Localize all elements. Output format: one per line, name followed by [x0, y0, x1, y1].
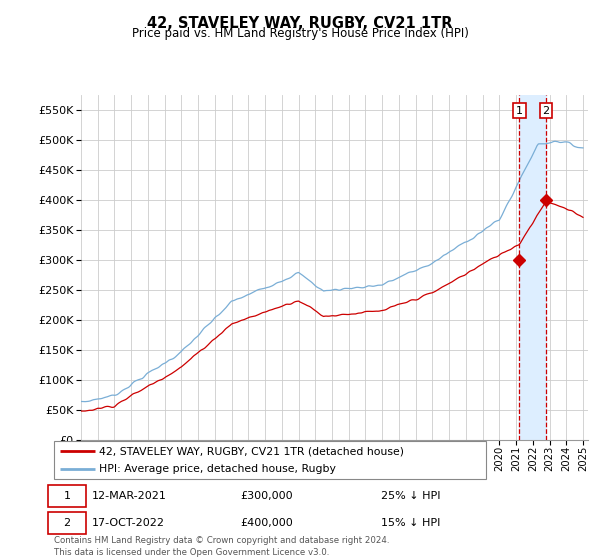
Text: £400,000: £400,000 — [241, 518, 293, 528]
Text: 2: 2 — [64, 518, 71, 528]
Text: 42, STAVELEY WAY, RUGBY, CV21 1TR (detached house): 42, STAVELEY WAY, RUGBY, CV21 1TR (detac… — [100, 446, 404, 456]
FancyBboxPatch shape — [48, 512, 86, 534]
Text: 1: 1 — [516, 106, 523, 116]
Text: 2: 2 — [542, 106, 550, 116]
Text: 15% ↓ HPI: 15% ↓ HPI — [380, 518, 440, 528]
Text: £300,000: £300,000 — [241, 491, 293, 501]
FancyBboxPatch shape — [48, 485, 86, 507]
Text: 12-MAR-2021: 12-MAR-2021 — [92, 491, 167, 501]
Text: 17-OCT-2022: 17-OCT-2022 — [92, 518, 165, 528]
Bar — [519, 95, 546, 440]
Text: 25% ↓ HPI: 25% ↓ HPI — [380, 491, 440, 501]
Text: 1: 1 — [64, 491, 71, 501]
Text: Price paid vs. HM Land Registry's House Price Index (HPI): Price paid vs. HM Land Registry's House … — [131, 27, 469, 40]
Text: 42, STAVELEY WAY, RUGBY, CV21 1TR: 42, STAVELEY WAY, RUGBY, CV21 1TR — [147, 16, 453, 31]
FancyBboxPatch shape — [54, 441, 486, 479]
Text: Contains HM Land Registry data © Crown copyright and database right 2024.
This d: Contains HM Land Registry data © Crown c… — [54, 536, 389, 557]
Text: HPI: Average price, detached house, Rugby: HPI: Average price, detached house, Rugb… — [100, 464, 336, 474]
